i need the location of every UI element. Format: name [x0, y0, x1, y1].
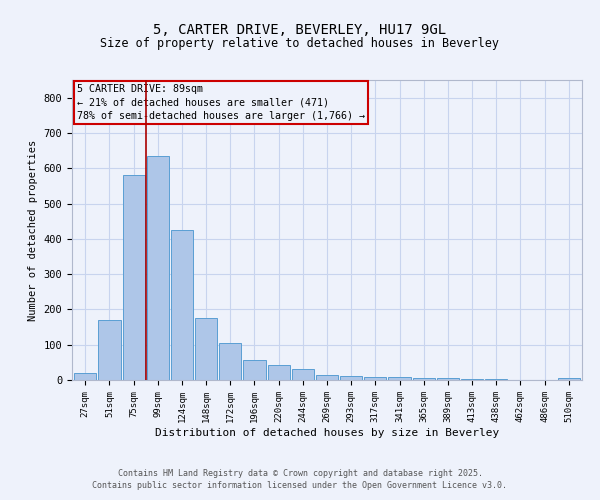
Bar — [171, 230, 193, 380]
Bar — [316, 374, 338, 380]
Text: 5 CARTER DRIVE: 89sqm
← 21% of detached houses are smaller (471)
78% of semi-det: 5 CARTER DRIVE: 89sqm ← 21% of detached … — [77, 84, 365, 121]
Bar — [146, 156, 169, 380]
Bar — [219, 343, 241, 380]
Text: Size of property relative to detached houses in Beverley: Size of property relative to detached ho… — [101, 38, 499, 51]
Y-axis label: Number of detached properties: Number of detached properties — [28, 140, 38, 320]
Bar — [268, 365, 290, 380]
Bar — [195, 318, 217, 380]
Bar — [244, 360, 266, 380]
Bar — [98, 320, 121, 380]
Bar — [292, 368, 314, 380]
Bar — [461, 378, 483, 380]
Bar — [340, 376, 362, 380]
Bar — [437, 378, 459, 380]
Bar — [364, 377, 386, 380]
Bar — [74, 373, 97, 380]
Bar — [413, 378, 435, 380]
Bar — [557, 378, 580, 380]
Text: 5, CARTER DRIVE, BEVERLEY, HU17 9GL: 5, CARTER DRIVE, BEVERLEY, HU17 9GL — [154, 22, 446, 36]
Text: Contains HM Land Registry data © Crown copyright and database right 2025.
Contai: Contains HM Land Registry data © Crown c… — [92, 468, 508, 490]
Bar — [122, 176, 145, 380]
X-axis label: Distribution of detached houses by size in Beverley: Distribution of detached houses by size … — [155, 428, 499, 438]
Bar — [388, 377, 410, 380]
